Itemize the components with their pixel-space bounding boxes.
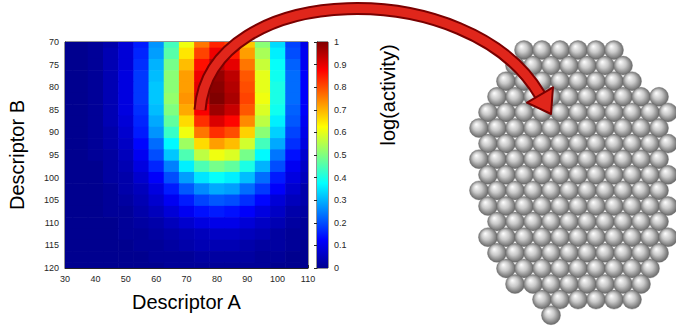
svg-text:0.3: 0.3 [334,195,347,205]
svg-text:80: 80 [212,274,222,284]
svg-text:70: 70 [49,37,59,47]
svg-text:Descriptor A: Descriptor A [132,291,242,313]
svg-text:0.7: 0.7 [334,105,347,115]
svg-text:110: 110 [45,218,59,228]
svg-text:0.2: 0.2 [334,218,347,228]
svg-text:log(activity): log(activity) [377,44,399,145]
svg-text:0.8: 0.8 [334,82,347,92]
svg-text:1: 1 [334,37,339,47]
svg-text:60: 60 [151,274,161,284]
svg-text:0.4: 0.4 [334,173,347,183]
svg-text:120: 120 [44,263,59,273]
svg-text:90: 90 [49,127,59,137]
svg-text:70: 70 [181,274,191,284]
svg-text:95: 95 [49,150,59,160]
svg-text:0.5: 0.5 [334,150,347,160]
svg-text:0.9: 0.9 [334,60,347,70]
svg-text:100: 100 [44,173,59,183]
svg-text:75: 75 [49,60,59,70]
svg-text:110: 110 [301,274,315,284]
svg-text:40: 40 [90,274,100,284]
svg-text:0.6: 0.6 [334,127,347,137]
svg-text:Descriptor B: Descriptor B [6,100,28,210]
svg-text:85: 85 [49,105,59,115]
svg-text:90: 90 [242,274,252,284]
svg-text:100: 100 [270,274,285,284]
svg-text:30: 30 [60,274,70,284]
svg-text:80: 80 [49,82,59,92]
svg-text:0: 0 [334,263,339,273]
svg-text:0.1: 0.1 [334,240,347,250]
svg-text:105: 105 [44,195,59,205]
svg-text:50: 50 [121,274,131,284]
svg-text:115: 115 [45,240,59,250]
